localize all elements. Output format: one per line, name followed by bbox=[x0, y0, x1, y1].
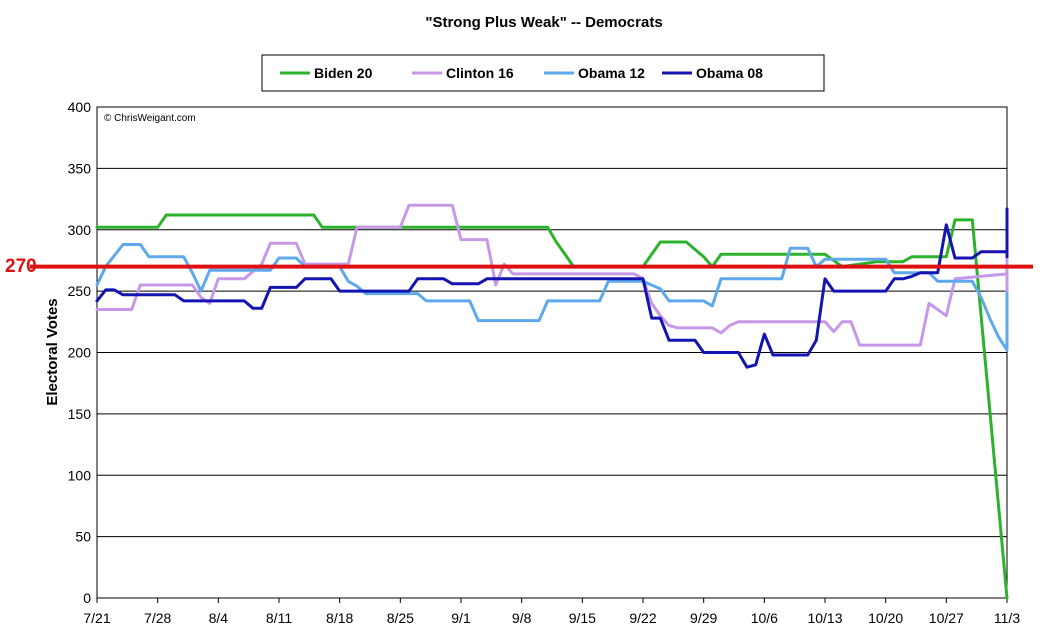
legend-label: Obama 12 bbox=[578, 65, 645, 81]
y-tick-label: 200 bbox=[68, 345, 92, 361]
x-tick-label: 9/15 bbox=[569, 610, 596, 626]
x-tick-label: 9/1 bbox=[451, 610, 471, 626]
series-lines bbox=[95, 203, 1009, 600]
legend-box bbox=[261, 54, 825, 92]
plot-border bbox=[96, 106, 1008, 599]
y-tick-label: 350 bbox=[68, 160, 92, 176]
series-line-2 bbox=[95, 203, 1009, 347]
x-tick-label: 11/3 bbox=[994, 610, 1020, 626]
chart-title: "Strong Plus Weak" -- Democrats bbox=[425, 14, 662, 31]
x-tick-label: 10/27 bbox=[929, 610, 964, 626]
copyright-note: © ChrisWeigant.com bbox=[104, 113, 196, 124]
series-line-1 bbox=[95, 213, 1009, 600]
x-tick-label: 8/4 bbox=[209, 610, 229, 626]
y-tick-label: 100 bbox=[68, 467, 92, 483]
y-tick-label: 250 bbox=[68, 283, 92, 299]
series-line-3 bbox=[95, 243, 1009, 352]
x-tick-label: 7/21 bbox=[83, 610, 110, 626]
legend: Biden 20 Clinton 16 Obama 12 Obama 08 bbox=[261, 54, 825, 92]
x-tick-label: 10/13 bbox=[807, 610, 842, 626]
x-tick-label: 8/11 bbox=[266, 610, 292, 626]
y-tick-label: 400 bbox=[68, 99, 92, 115]
reference-line-label: 270 bbox=[5, 256, 37, 277]
x-tick-label: 10/6 bbox=[751, 610, 778, 626]
x-tick-label: 8/18 bbox=[326, 610, 353, 626]
x-tick-label: 7/28 bbox=[144, 610, 171, 626]
x-tick-label: 8/25 bbox=[387, 610, 414, 626]
legend-label: Clinton 16 bbox=[446, 65, 514, 81]
legend-label: Biden 20 bbox=[314, 65, 373, 81]
y-tick-label: 150 bbox=[68, 406, 92, 422]
y-axis-label: Electoral Votes bbox=[44, 298, 61, 405]
y-tick-label: 50 bbox=[75, 529, 91, 545]
y-tick-label: 0 bbox=[83, 590, 91, 606]
legend-label: Obama 08 bbox=[696, 65, 763, 81]
x-tick-label: 9/8 bbox=[512, 610, 532, 626]
x-tick-label: 10/20 bbox=[868, 610, 903, 626]
series-line-4 bbox=[95, 207, 1009, 369]
x-tick-label: 9/22 bbox=[629, 610, 656, 626]
gridlines bbox=[97, 167, 1007, 538]
x-axis-ticks: 7/21 7/28 8/4 8/11 8/18 8/25 9/1 9/8 9/15 9/22 9/2… bbox=[83, 598, 1020, 626]
y-tick-label: 300 bbox=[68, 222, 92, 238]
y-axis-ticks: 0 50 100 150 200 250 300 350 400 bbox=[68, 99, 92, 606]
x-tick-label: 9/29 bbox=[690, 610, 717, 626]
